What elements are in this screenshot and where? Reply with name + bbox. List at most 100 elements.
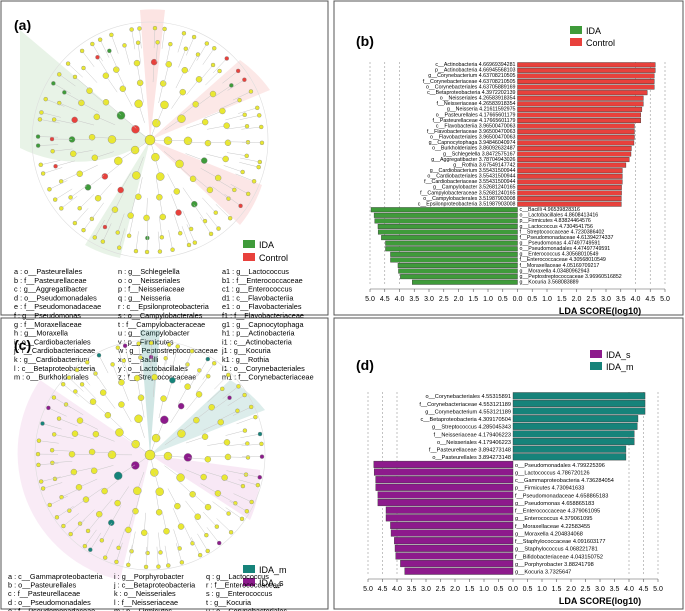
clade-branch [104,209,115,228]
bar [512,445,627,453]
bar [375,476,514,484]
clade-node [227,395,232,400]
x-tick-label: 0.5 [494,586,504,593]
clade-node [235,408,240,413]
clade-branch [196,43,208,61]
bar-label: f__Campylobacteraceae 3.52681240165 [420,190,515,196]
clade-node [57,72,62,77]
clade-branch [121,382,129,402]
bar-label: p__Actinobacteria 4.66945568103 [435,68,516,74]
clade-branch [54,473,75,480]
legend-swatch [590,350,602,358]
clade-node [74,367,80,373]
clade-node [115,230,120,235]
clade-node [194,513,201,520]
clade-node [103,555,108,560]
clade-node [35,451,41,457]
clade-node [52,476,58,482]
bar [390,257,518,263]
clade-node [175,344,180,349]
clade-shade-control [150,140,262,225]
clade-node [114,499,121,507]
key-entry: o : o__Neisseriales [118,276,180,285]
clade-branch [196,93,214,107]
clade-node [110,362,115,367]
clade-node [137,26,142,31]
clade-branch [74,119,95,126]
clade-node [95,55,100,60]
panel-d-label: (d) [356,357,374,373]
clade-node [47,187,52,192]
clade-branch [105,75,118,93]
clade-branch [170,193,179,213]
clade-branch [117,486,129,504]
bar-label: g__Streptococcus 4.285045343 [432,425,511,431]
bar [385,246,518,252]
key-entry: t : f__Campylobacteraceae [118,320,205,329]
bar [381,235,518,241]
clade-branch [69,499,86,511]
clade-branch [165,344,170,365]
clade-branch [85,487,103,500]
key-entry: h1 : p__Actinobacteria [222,329,296,338]
legend-swatch-ida-m [243,565,255,573]
bar [377,499,514,507]
clade-node [126,562,131,568]
clade-node [259,441,264,447]
clade-node [159,213,166,221]
x-tick-label: 0.0 [513,296,523,303]
clade-branch [38,144,59,146]
clade-branch [63,384,79,398]
x-tick-label: 5.0 [363,586,373,593]
clade-node [206,374,211,379]
clade-branch [240,433,261,439]
clade-branch [95,373,107,391]
legend-swatch [590,362,602,370]
clade-node [257,113,262,118]
bar [517,106,643,112]
clade-node [191,34,197,40]
bar-label: o__Burkholderiales 3.86092632487 [432,146,515,152]
bar-label: f__Pasteurellaceae 4.17665601179 [432,118,515,124]
key-entry: i1 : c__Actinobacteria [222,337,293,346]
clade-branch [118,528,126,548]
clade-node [122,43,127,48]
panel-b-frame [333,0,684,316]
clade-node [88,547,93,552]
clade-branch [73,149,93,155]
clade-branch [137,42,141,63]
clade-branch [167,488,178,507]
clade-node [151,433,161,443]
clade-branch [225,114,245,121]
outer-ring [34,339,266,571]
clade-branch [185,36,195,56]
clade-branch [48,407,67,417]
clade-branch [87,362,99,379]
panel-a-frame [0,0,329,316]
clade-node [150,58,158,66]
clade-node [222,155,229,163]
bar [395,552,514,560]
bar-label: c__Gammaproteobacteria 4.736284054 [515,478,614,484]
clade-branch [178,165,194,180]
clade-node [136,341,141,346]
clade-node [237,97,242,103]
x-tick-label: 1.5 [465,586,475,593]
legend-swatch-ida-s [243,578,255,586]
clade-node [81,227,86,233]
clade-node [70,468,78,476]
clade-node [133,59,141,67]
key-entry: g1 : g__Capnocytophaga [222,320,304,329]
clade-node [208,404,215,411]
clade-branch [130,196,136,216]
clade-node [72,220,78,226]
clade-node [167,342,172,347]
clade-branch [74,76,91,90]
clade-branch [197,533,208,552]
clade-branch [232,91,252,101]
clade-node [100,239,106,244]
clade-branch [83,213,96,231]
clade-branch [145,546,148,567]
clade-branch [58,418,78,427]
clade-branch [190,537,201,556]
